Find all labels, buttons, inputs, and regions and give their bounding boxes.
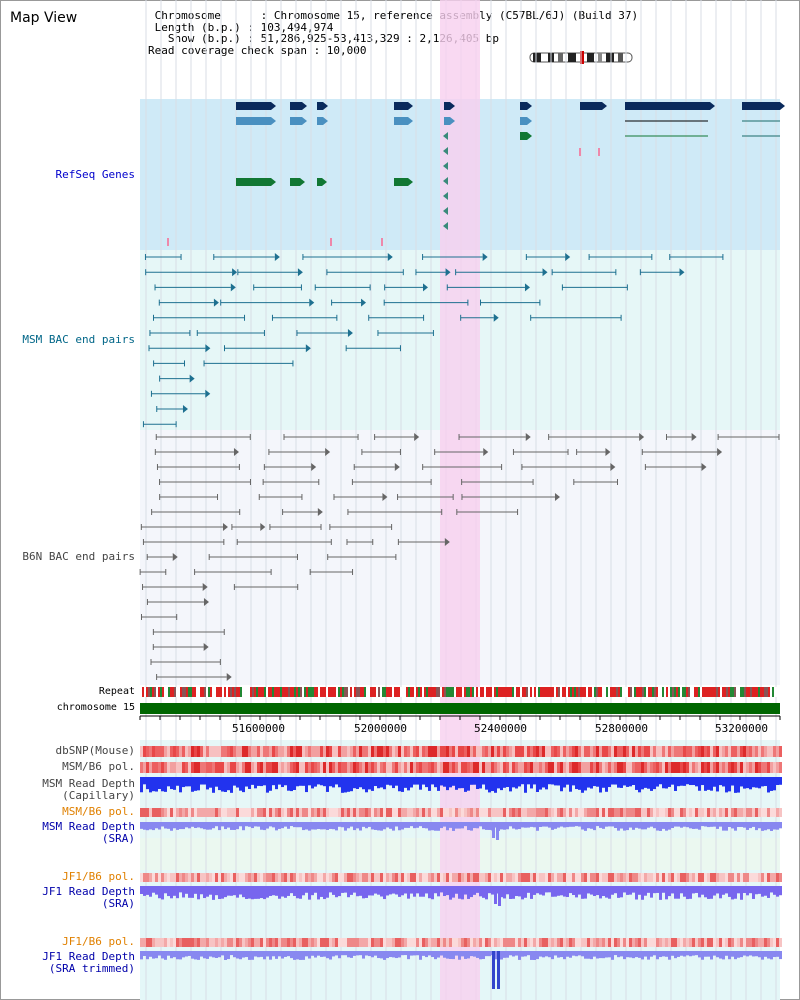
gene-arrow[interactable] (450, 102, 455, 110)
gene-arrow[interactable] (443, 162, 448, 170)
label-msm-b6-pol-2: MSM/B6 pol. (62, 805, 135, 818)
gene[interactable] (520, 132, 527, 140)
polymorphism-tracks[interactable] (140, 746, 782, 989)
axis-tick-label: 53200000 (715, 722, 768, 735)
page-title: Map View (10, 10, 78, 26)
gene-arrow[interactable] (271, 102, 276, 110)
axis-tick-label: 51600000 (232, 722, 285, 735)
gene[interactable] (290, 178, 300, 186)
label-jf1-depth-trimmed: JF1 Read Depth (SRA trimmed) (42, 950, 135, 975)
label-jf1-b6-pol-2: JF1/B6 pol. (62, 935, 135, 948)
msm-bac-track[interactable] (142, 253, 724, 428)
gene-marker[interactable] (381, 238, 383, 246)
label-dbsnp: dbSNP(Mouse) (55, 744, 135, 757)
b6n-bac-track[interactable] (139, 433, 780, 681)
label-repeat: Repeat (98, 686, 135, 697)
gene[interactable] (444, 117, 450, 125)
gene[interactable] (520, 102, 527, 110)
gene-arrow[interactable] (300, 178, 305, 186)
gene-arrow[interactable] (302, 117, 307, 125)
gene-arrow[interactable] (322, 178, 327, 186)
label-jf1-b6-pol: JF1/B6 pol. (62, 870, 135, 883)
gene-arrow[interactable] (450, 117, 455, 125)
gene[interactable] (317, 178, 322, 186)
label-refseq-genes[interactable]: RefSeq Genes (55, 168, 135, 181)
gene[interactable] (520, 117, 527, 125)
label-msm-bac[interactable]: MSM BAC end pairs (22, 333, 135, 346)
gene[interactable] (290, 117, 302, 125)
gene-arrow[interactable] (323, 117, 328, 125)
gene-marker[interactable] (167, 238, 169, 246)
axis-tick-label: 52800000 (595, 722, 648, 735)
gene[interactable] (742, 102, 780, 110)
gene-arrow[interactable] (408, 178, 413, 186)
gene[interactable] (394, 178, 408, 186)
gene-arrow[interactable] (271, 178, 276, 186)
gene-marker[interactable] (579, 148, 581, 156)
refseq-genes-track[interactable] (167, 102, 785, 246)
gene[interactable] (317, 102, 323, 110)
repeat-track[interactable] (140, 687, 780, 697)
gene[interactable] (625, 102, 710, 110)
label-b6n-bac[interactable]: B6N BAC end pairs (22, 550, 135, 563)
gene-arrow[interactable] (443, 132, 448, 140)
label-msm-depth-capillary: MSM Read Depth (Capillary) (42, 777, 135, 802)
gene[interactable] (236, 117, 271, 125)
gene-arrow[interactable] (443, 147, 448, 155)
gene[interactable] (580, 102, 602, 110)
gene-arrow[interactable] (602, 102, 607, 110)
gene-arrow[interactable] (527, 102, 532, 110)
gene-arrow[interactable] (527, 117, 532, 125)
gene-arrow[interactable] (443, 207, 448, 215)
gene-arrow[interactable] (443, 177, 448, 185)
gene-arrow[interactable] (710, 102, 715, 110)
label-msm-depth-sra: MSM Read Depth (SRA) (42, 820, 135, 845)
gene-arrow[interactable] (323, 102, 328, 110)
position-axis (139, 715, 781, 720)
label-msm-b6-pol: MSM/B6 pol. (62, 760, 135, 773)
gene[interactable] (317, 117, 323, 125)
gene[interactable] (394, 117, 408, 125)
label-jf1-depth-sra: JF1 Read Depth (SRA) (42, 885, 135, 910)
gene-marker[interactable] (330, 238, 332, 246)
axis-tick-label: 52000000 (354, 722, 407, 735)
gene-arrow[interactable] (302, 102, 307, 110)
label-chromosome: chromosome 15 (56, 702, 135, 713)
gene-marker[interactable] (598, 148, 600, 156)
gene[interactable] (236, 102, 271, 110)
gene-arrow[interactable] (408, 117, 413, 125)
gene[interactable] (444, 102, 450, 110)
gene-arrow[interactable] (408, 102, 413, 110)
gene[interactable] (236, 178, 271, 186)
gene-arrow[interactable] (443, 192, 448, 200)
axis-tick-label: 52400000 (474, 722, 527, 735)
chromosome-bar[interactable] (140, 703, 780, 714)
gene-arrow[interactable] (443, 222, 448, 230)
depth-spike[interactable] (492, 951, 495, 989)
gene[interactable] (290, 102, 302, 110)
gene-arrow[interactable] (780, 102, 785, 110)
depth-spike[interactable] (497, 951, 500, 989)
gene-arrow[interactable] (271, 117, 276, 125)
gene-arrow[interactable] (527, 132, 532, 140)
gene[interactable] (394, 102, 408, 110)
